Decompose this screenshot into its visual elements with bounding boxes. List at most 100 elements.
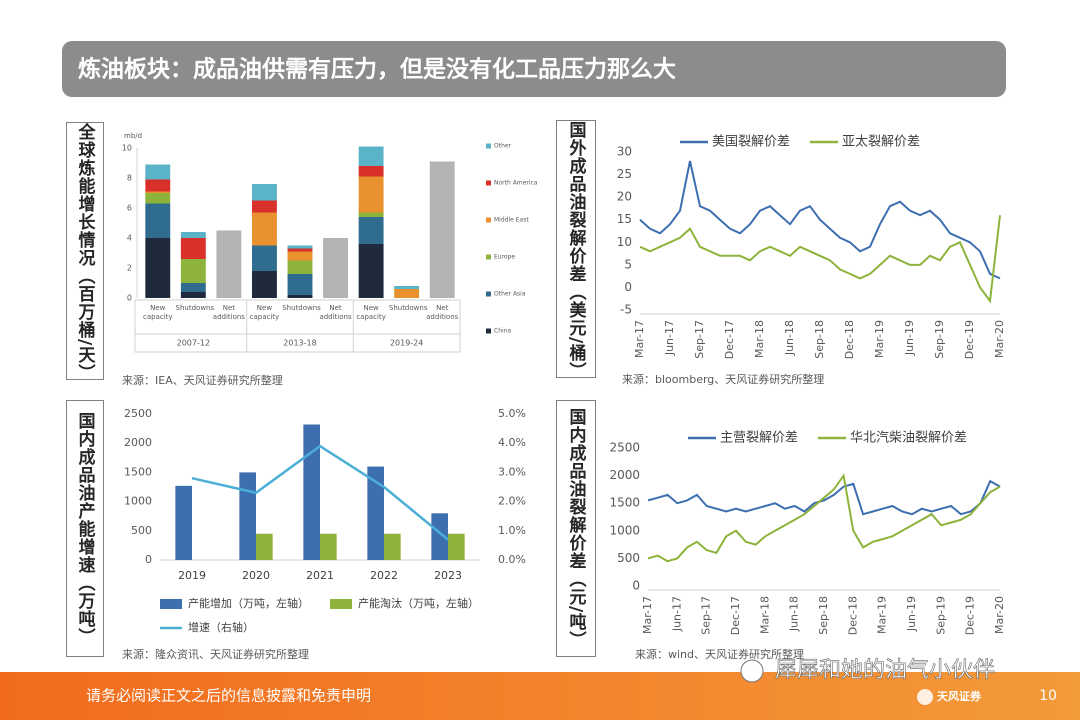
x-tick-label: Mar-17 [641, 596, 654, 634]
disclaimer: 请务必阅读正文之后的信息披露和免责申明 [86, 687, 371, 705]
legend-swatch [160, 599, 182, 609]
group-label: 2019-24 [390, 339, 423, 348]
legend-label: Middle East [494, 217, 529, 224]
title-bar [62, 41, 1006, 97]
x-tick-label: Mar-19 [876, 596, 889, 634]
y-tick-label: 2000 [124, 436, 152, 449]
y-tick-label: 3.0% [498, 465, 526, 478]
bar-segment [145, 193, 171, 204]
y-tick-label: 30 [617, 145, 632, 159]
y-tick-label: 1000 [124, 495, 152, 508]
category-label: New capacity [356, 304, 386, 321]
bar-segment [358, 217, 384, 244]
legend-swatch [486, 143, 491, 149]
x-tick-label: 2022 [370, 569, 398, 582]
source-note: 来源：IEA、天风证券研究所整理 [122, 374, 283, 387]
x-tick-label: Jun-17 [670, 596, 683, 632]
y-tick-label: 2500 [124, 407, 152, 420]
side-label: 国外成品油裂解价差（美元/桶） [556, 120, 596, 380]
bar-segment [358, 212, 384, 217]
bar-segment [287, 245, 313, 249]
x-tick-label: Mar-18 [758, 596, 771, 634]
x-tick-label: Mar-17 [633, 320, 646, 358]
x-tick-label: Mar-18 [753, 320, 766, 358]
y-tick-label: 5.0% [498, 407, 526, 420]
category-label: Shutdowns [175, 304, 215, 312]
x-tick-label: 2019 [178, 569, 206, 582]
series-line [191, 444, 449, 541]
y-tick-label: 500 [617, 551, 640, 565]
x-tick-label: Sep-17 [700, 596, 713, 635]
bar-segment [180, 259, 206, 283]
bar-segment [358, 244, 384, 298]
bar [367, 466, 384, 560]
x-tick-label: Sep-18 [813, 320, 826, 359]
y-tick-label: 4.0% [498, 436, 526, 449]
source-note: 来源：wind、天风证券研究所整理 [635, 648, 805, 661]
y-tick-label: 0 [632, 579, 640, 593]
bar-segment [394, 286, 420, 289]
y-tick-label: 0 [624, 280, 632, 294]
bar-segment [180, 232, 206, 238]
category-label: Shutdowns [282, 304, 321, 312]
y-tick-label: 1500 [609, 496, 640, 510]
category-label: New capacity [249, 304, 280, 321]
legend-label: 亚太裂解价差 [842, 135, 920, 150]
x-tick-label: Sep-19 [933, 320, 946, 359]
bar-segment [287, 274, 313, 295]
y-tick-label: 10 [122, 144, 132, 153]
x-tick-label: 2023 [434, 569, 462, 582]
bar-segment [145, 203, 171, 238]
group-label: 2007-12 [177, 339, 210, 348]
side-label: 国内成品油裂解价差（元/吨） [556, 400, 596, 657]
x-tick-label: Sep-19 [934, 596, 947, 635]
x-tick-label: Jun-18 [788, 596, 801, 632]
y-tick-label: 2.0% [498, 495, 526, 508]
category-label: Net additions [319, 304, 352, 321]
logo: 天风证券 [937, 689, 982, 703]
y-tick-label: 2 [127, 264, 132, 273]
x-tick-label: 2021 [306, 569, 334, 582]
y-tick-label: 6 [127, 204, 132, 213]
x-tick-label: Jun-18 [783, 320, 796, 356]
bar-segment [394, 289, 420, 298]
bar-segment [180, 292, 206, 298]
y-tick-label: 0 [127, 294, 132, 303]
bar-segment [145, 164, 171, 180]
series-line [639, 160, 1001, 280]
y-tick-label: 0.0% [498, 553, 526, 566]
bar-segment [287, 251, 313, 261]
legend-swatch [486, 291, 491, 297]
legend-label: 增速（右轴） [188, 620, 254, 634]
x-tick-label: Sep-17 [693, 320, 706, 359]
bar-segment [287, 260, 313, 274]
bar-segment [323, 238, 348, 298]
bar-segment [358, 176, 384, 213]
bar [384, 533, 401, 560]
x-tick-label: Mar-19 [873, 320, 886, 358]
bar [431, 513, 448, 560]
y-tick-label: 15 [617, 212, 632, 226]
bar [448, 533, 465, 560]
y-tick-label: 25 [617, 167, 632, 181]
bar-segment [145, 179, 171, 192]
y-tick-label: 2500 [609, 441, 640, 455]
bar [175, 485, 192, 560]
source-note: 来源：隆众资讯、天风证券研究所整理 [122, 648, 309, 661]
y-tick-label: 500 [131, 524, 152, 537]
y-tick-label: 20 [617, 190, 632, 204]
legend-swatch [330, 599, 352, 609]
bar-segment [252, 271, 277, 298]
legend-swatch [486, 328, 491, 334]
watermark: 犀犀和她的油气小伙伴 [775, 658, 995, 683]
legend-label: 产能淘汰（万吨，左轴） [358, 596, 479, 610]
series-line [647, 473, 1001, 563]
bar-segment [216, 230, 242, 298]
y-tick-label: 1.0% [498, 524, 526, 537]
source-note: 来源：bloomberg、天风证券研究所整理 [622, 373, 825, 386]
x-tick-label: Dec-18 [846, 596, 859, 635]
series-line [647, 479, 1001, 516]
legend-label: Europe [494, 254, 515, 261]
bar-segment [358, 166, 384, 177]
